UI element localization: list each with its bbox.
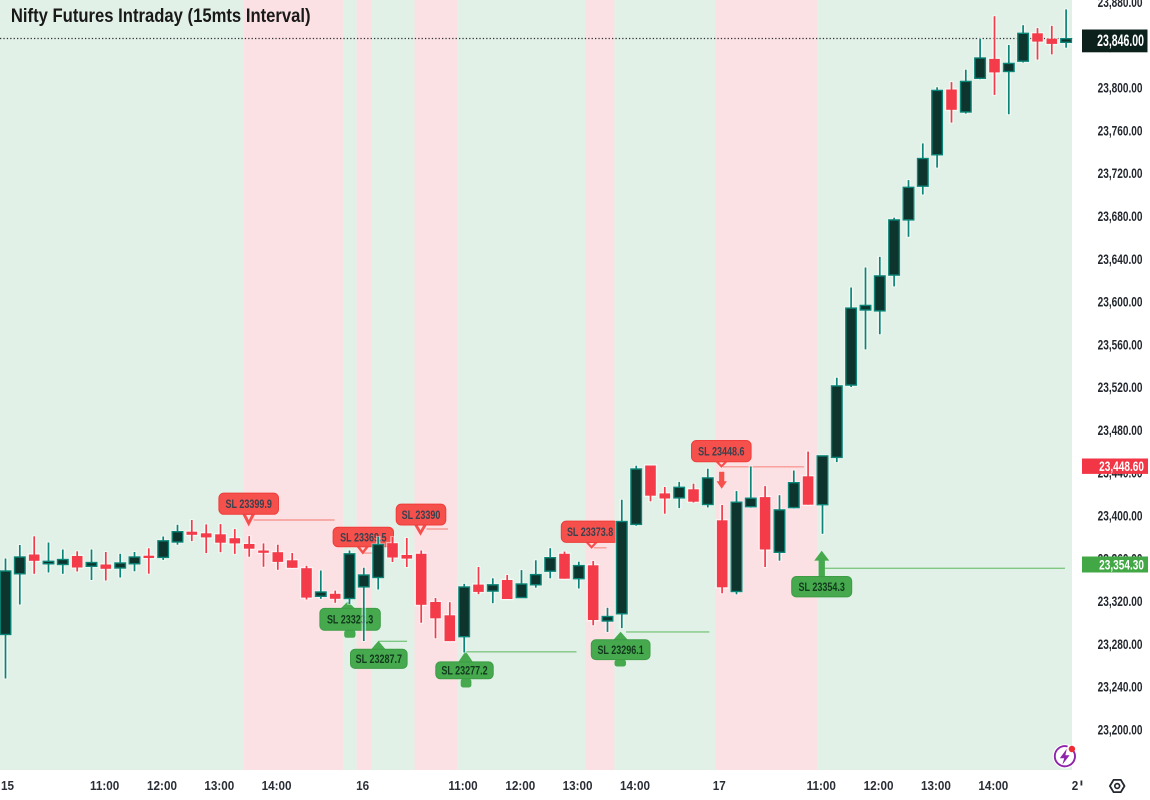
- svg-text:SL 23390: SL 23390: [402, 509, 441, 523]
- svg-text:23,320.00: 23,320.00: [1098, 593, 1143, 609]
- svg-text:SL 23323.3: SL 23323.3: [327, 614, 373, 628]
- svg-text:16: 16: [356, 778, 369, 793]
- svg-text:12:00: 12:00: [147, 778, 177, 793]
- svg-text:12:00: 12:00: [505, 778, 535, 793]
- svg-text:23,240.00: 23,240.00: [1098, 679, 1143, 695]
- svg-text:23,560.00: 23,560.00: [1098, 337, 1143, 353]
- svg-text:12:00: 12:00: [864, 778, 894, 793]
- svg-text:2: 2: [1072, 778, 1079, 793]
- svg-text:23,846.00: 23,846.00: [1097, 30, 1144, 49]
- svg-text:14:00: 14:00: [620, 778, 650, 793]
- svg-text:SL 23287.7: SL 23287.7: [356, 653, 402, 667]
- svg-text:23,800.00: 23,800.00: [1098, 80, 1143, 96]
- svg-text:Nifty Futures Intraday (15mts: Nifty Futures Intraday (15mts Interval): [11, 5, 311, 27]
- svg-text:SL 23399.9: SL 23399.9: [226, 498, 272, 512]
- svg-text:23,640.00: 23,640.00: [1098, 251, 1143, 267]
- svg-text:SL 23373.8: SL 23373.8: [567, 526, 613, 540]
- svg-text:23,280.00: 23,280.00: [1098, 636, 1143, 652]
- svg-text:23,680.00: 23,680.00: [1098, 208, 1143, 224]
- svg-text:SL 23296.1: SL 23296.1: [597, 644, 643, 658]
- svg-text:23,354.30: 23,354.30: [1099, 557, 1144, 573]
- svg-text:SL 23448.6: SL 23448.6: [698, 445, 744, 459]
- svg-text:11:00: 11:00: [448, 778, 477, 793]
- svg-text:23,600.00: 23,600.00: [1098, 294, 1143, 310]
- svg-text:13:00: 13:00: [204, 778, 234, 793]
- svg-text:11:00: 11:00: [90, 778, 119, 793]
- svg-text:23,720.00: 23,720.00: [1098, 166, 1143, 182]
- svg-text:13:00: 13:00: [563, 778, 593, 793]
- svg-text:23,520.00: 23,520.00: [1098, 380, 1143, 396]
- svg-text:17: 17: [713, 778, 726, 793]
- svg-text:23,480.00: 23,480.00: [1098, 422, 1143, 438]
- svg-text:SL 23277.2: SL 23277.2: [441, 665, 487, 679]
- svg-text:11:00: 11:00: [807, 778, 836, 793]
- svg-text:23,448.60: 23,448.60: [1099, 459, 1144, 475]
- svg-text:23,200.00: 23,200.00: [1098, 722, 1143, 738]
- svg-text:13:00: 13:00: [921, 778, 951, 793]
- svg-text:23,400.00: 23,400.00: [1098, 508, 1143, 524]
- svg-text:23,760.00: 23,760.00: [1098, 123, 1143, 139]
- svg-text:SL 23354.3: SL 23354.3: [799, 581, 845, 595]
- svg-text:SL 23369.5: SL 23369.5: [340, 531, 386, 545]
- svg-text:14:00: 14:00: [978, 778, 1008, 793]
- svg-text:14:00: 14:00: [262, 778, 292, 793]
- svg-text:23,880.00: 23,880.00: [1098, 0, 1143, 10]
- svg-text:15: 15: [1, 778, 14, 793]
